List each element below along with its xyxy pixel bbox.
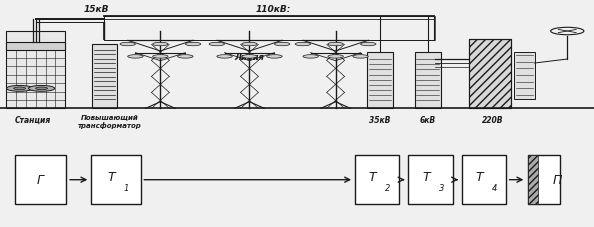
Circle shape: [295, 43, 311, 47]
Circle shape: [153, 43, 168, 47]
Bar: [6, 42, 65, 50]
Bar: [355, 155, 399, 204]
Circle shape: [185, 43, 201, 47]
Circle shape: [14, 88, 26, 90]
Circle shape: [209, 43, 225, 47]
Text: Т: Т: [422, 171, 429, 184]
Circle shape: [242, 55, 257, 59]
Text: Линия: Линия: [235, 53, 264, 62]
Text: 1: 1: [124, 183, 129, 192]
Circle shape: [267, 55, 282, 59]
Bar: [415, 53, 441, 109]
Bar: [527, 155, 561, 204]
Bar: [104, 17, 434, 41]
Circle shape: [7, 86, 33, 92]
Circle shape: [274, 43, 290, 47]
Bar: [462, 155, 506, 204]
Bar: [367, 53, 393, 109]
Text: 220В: 220В: [482, 116, 504, 125]
Text: 110кВ:: 110кВ:: [255, 5, 291, 14]
Bar: [409, 155, 453, 204]
Circle shape: [303, 55, 318, 59]
Text: 4: 4: [492, 183, 498, 192]
Circle shape: [120, 43, 135, 47]
Circle shape: [29, 86, 55, 92]
Circle shape: [178, 55, 193, 59]
Text: 6кВ: 6кВ: [419, 116, 436, 125]
Circle shape: [328, 43, 343, 47]
Text: Т: Т: [369, 171, 376, 184]
Bar: [92, 45, 117, 109]
Text: Т: Т: [108, 171, 115, 184]
Text: Г: Г: [37, 173, 44, 186]
Text: 15кВ: 15кВ: [83, 5, 109, 14]
Bar: [514, 53, 535, 100]
Text: 2: 2: [385, 183, 391, 192]
Text: Повышающий
трансформатор: Повышающий трансформатор: [78, 114, 142, 128]
Text: П: П: [553, 173, 563, 186]
Circle shape: [217, 55, 232, 59]
Bar: [469, 40, 511, 109]
Text: Станция: Станция: [14, 116, 51, 125]
Text: Т: Т: [476, 171, 483, 184]
Bar: [15, 155, 66, 204]
Circle shape: [242, 43, 257, 47]
Circle shape: [361, 43, 376, 47]
Circle shape: [353, 55, 368, 59]
Circle shape: [36, 88, 48, 90]
Text: 35кВ: 35кВ: [369, 116, 391, 125]
Bar: [90, 155, 141, 204]
Circle shape: [153, 55, 168, 59]
Bar: [6, 32, 65, 109]
Bar: [469, 40, 511, 109]
Bar: [527, 155, 538, 204]
Text: 3: 3: [438, 183, 444, 192]
Circle shape: [128, 55, 143, 59]
Circle shape: [328, 55, 343, 59]
